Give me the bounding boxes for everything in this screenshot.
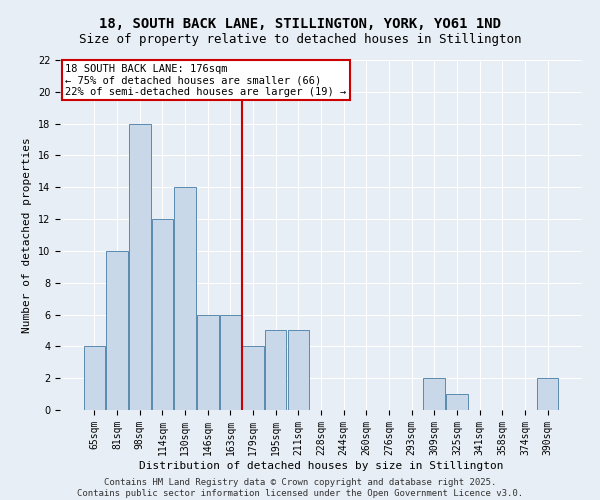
Text: Contains HM Land Registry data © Crown copyright and database right 2025.
Contai: Contains HM Land Registry data © Crown c… <box>77 478 523 498</box>
Text: Size of property relative to detached houses in Stillington: Size of property relative to detached ho… <box>79 32 521 46</box>
Y-axis label: Number of detached properties: Number of detached properties <box>22 137 32 333</box>
Bar <box>197 314 218 410</box>
Bar <box>446 394 467 410</box>
Bar <box>106 251 128 410</box>
Text: 18, SOUTH BACK LANE, STILLINGTON, YORK, YO61 1ND: 18, SOUTH BACK LANE, STILLINGTON, YORK, … <box>99 18 501 32</box>
Bar <box>287 330 309 410</box>
Bar <box>84 346 105 410</box>
Bar <box>537 378 558 410</box>
Bar <box>152 219 173 410</box>
Text: 18 SOUTH BACK LANE: 176sqm
← 75% of detached houses are smaller (66)
22% of semi: 18 SOUTH BACK LANE: 176sqm ← 75% of deta… <box>65 64 346 96</box>
Bar <box>242 346 264 410</box>
Bar <box>175 188 196 410</box>
Bar <box>129 124 151 410</box>
X-axis label: Distribution of detached houses by size in Stillington: Distribution of detached houses by size … <box>139 460 503 470</box>
Bar <box>424 378 445 410</box>
Bar <box>265 330 286 410</box>
Bar <box>220 314 241 410</box>
